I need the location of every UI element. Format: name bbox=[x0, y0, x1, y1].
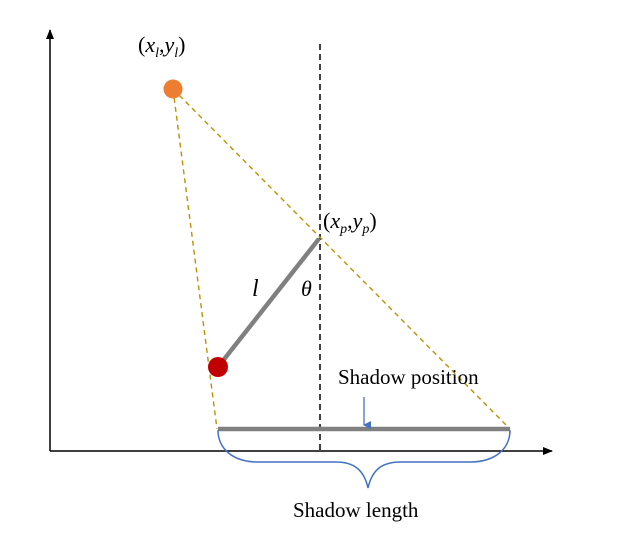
angle-symbol: θ bbox=[301, 276, 312, 301]
shadow-length-brace bbox=[217, 429, 511, 489]
rod-length-symbol: l bbox=[252, 276, 259, 302]
pivot-comma: , bbox=[347, 208, 353, 233]
pivot-y-subscript: p bbox=[361, 222, 369, 237]
light-open-paren: ( bbox=[138, 32, 145, 57]
pivot-x-symbol: x bbox=[329, 208, 340, 233]
light-close-paren: ) bbox=[178, 32, 185, 57]
pivot-y-symbol: y bbox=[351, 208, 363, 233]
pivot-close-paren: ) bbox=[369, 208, 376, 233]
light-y-subscript: l bbox=[174, 46, 178, 61]
light-x-subscript: l bbox=[155, 46, 159, 61]
shadow-position-label: Shadow position bbox=[338, 365, 479, 389]
pendulum-rod bbox=[215, 237, 321, 370]
light-source bbox=[163, 79, 183, 99]
light-x-symbol: x bbox=[144, 32, 155, 57]
ray-right bbox=[172, 88, 511, 430]
light-source-coordinates: (xl,yl) bbox=[138, 32, 185, 61]
light-comma: , bbox=[159, 32, 165, 57]
pivot-open-paren: ( bbox=[323, 208, 330, 233]
pivot-x-subscript: p bbox=[339, 222, 347, 237]
ray-left bbox=[172, 88, 218, 430]
pivot-coordinates: (xp,yp) bbox=[323, 208, 377, 237]
shadow-length-label: Shadow length bbox=[293, 498, 419, 522]
pendulum-bob bbox=[208, 357, 228, 377]
light-y-symbol: y bbox=[162, 32, 174, 57]
